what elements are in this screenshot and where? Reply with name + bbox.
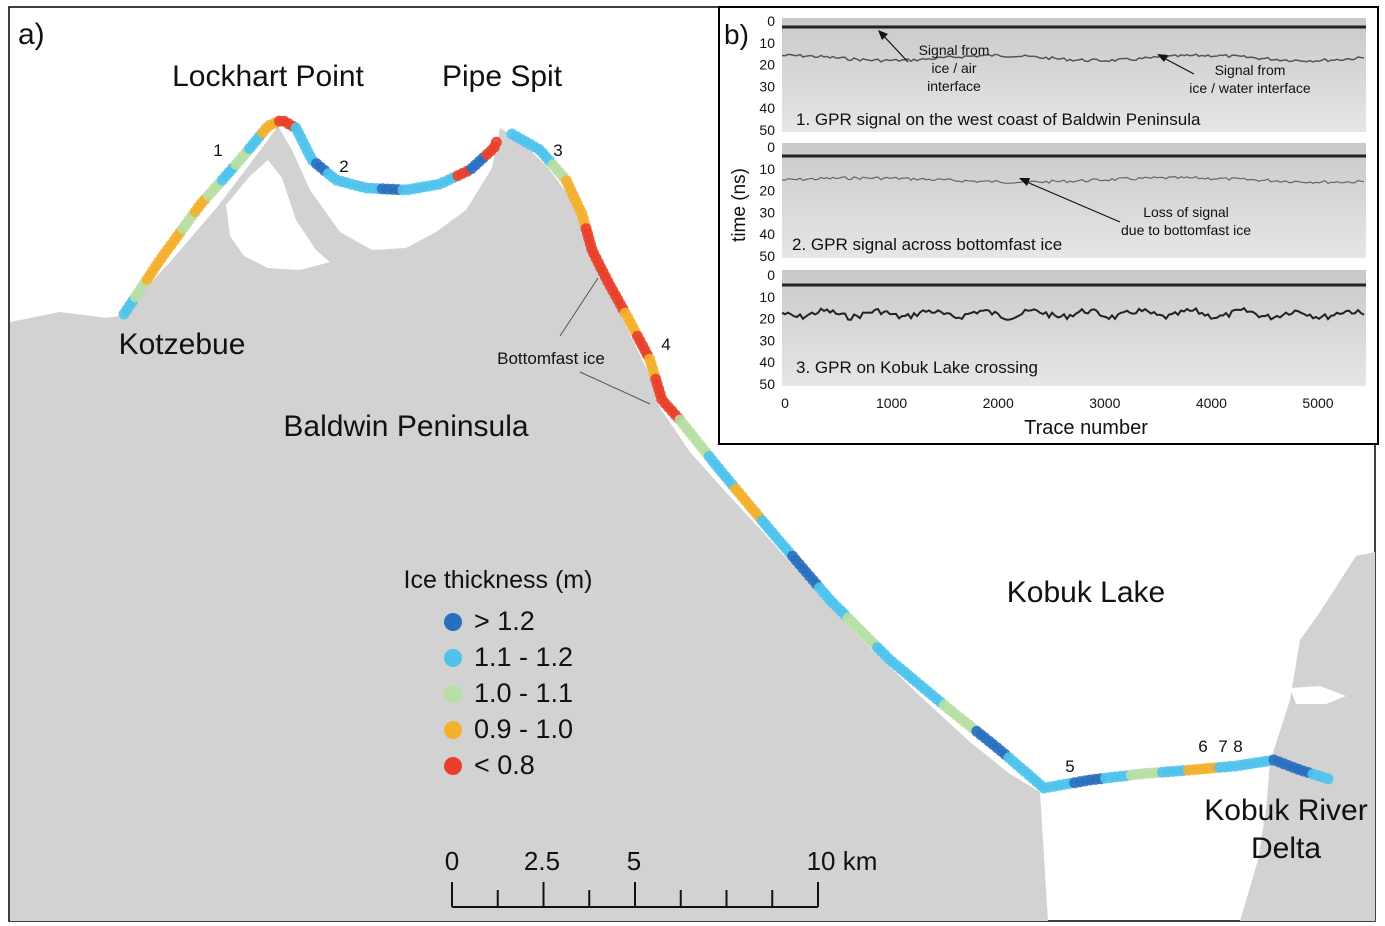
place-delta: Delta bbox=[1251, 832, 1321, 865]
note-water-2: ice / water interface bbox=[1189, 80, 1311, 96]
radargram-1-bg bbox=[782, 18, 1366, 132]
y-tick-label: 30 bbox=[759, 332, 775, 348]
x-tick-label: 3000 bbox=[1089, 395, 1120, 411]
radargram-1-water-interface bbox=[781, 53, 1365, 63]
y-tick-label: 50 bbox=[759, 376, 775, 392]
x-tick-label: 1000 bbox=[876, 395, 907, 411]
radargram-1-caption: 1. GPR signal on the west coast of Baldw… bbox=[796, 110, 1201, 129]
gpr-ylabel: time (ns) bbox=[729, 168, 750, 242]
legend-label-2: 1.1 - 1.2 bbox=[474, 642, 573, 672]
legend-label-3: 1.0 - 1.1 bbox=[474, 678, 573, 708]
y-tick-label: 0 bbox=[767, 13, 775, 29]
x-tick-label: 0 bbox=[781, 395, 789, 411]
radargram-2 bbox=[781, 143, 1366, 258]
legend: Ice thickness (m) > 1.2 1.1 - 1.2 1.0 - … bbox=[404, 566, 593, 780]
y-tick-label: 0 bbox=[767, 267, 775, 283]
scale-ticks bbox=[451, 882, 819, 907]
x-tick-label: 2000 bbox=[983, 395, 1014, 411]
note-loss-1: Loss of signal bbox=[1143, 204, 1229, 220]
legend-swatch-1 bbox=[444, 613, 462, 631]
annotation-line-lower bbox=[579, 371, 651, 405]
bottomfast-annotation: Bottomfast ice bbox=[497, 349, 605, 368]
y-tick-label: 40 bbox=[759, 100, 775, 116]
y-tick-label: 10 bbox=[759, 35, 775, 51]
y-tick-label: 40 bbox=[759, 226, 775, 242]
note-air-2: ice / air bbox=[931, 60, 976, 76]
marker-6: 6 bbox=[1198, 737, 1207, 756]
lagoon bbox=[226, 160, 330, 270]
legend-swatch-2 bbox=[444, 649, 462, 667]
note-loss-arrowhead bbox=[1019, 178, 1030, 186]
legend-label-1: > 1.2 bbox=[474, 606, 535, 636]
place-kobuk-lake: Kobuk Lake bbox=[1007, 576, 1165, 609]
track-point bbox=[490, 136, 502, 148]
y-tick-label: 10 bbox=[759, 289, 775, 305]
gpr-xlabel: Trace number bbox=[1024, 417, 1148, 439]
legend-swatch-4 bbox=[444, 721, 462, 739]
y-tick-label: 50 bbox=[759, 248, 775, 264]
x-ticks: 0 1000 2000 3000 4000 5000 bbox=[781, 395, 1334, 411]
radargram-1 bbox=[781, 18, 1366, 132]
radargram-2-water-interface bbox=[781, 175, 1365, 185]
note-air-arrowhead bbox=[878, 30, 888, 40]
y-tick-label: 20 bbox=[759, 183, 775, 199]
marker-2: 2 bbox=[339, 157, 348, 176]
radargram-2-bg bbox=[782, 143, 1366, 258]
note-water-1: Signal from bbox=[1215, 62, 1286, 78]
note-water-arrowhead bbox=[1157, 54, 1168, 62]
note-air-3: interface bbox=[927, 78, 981, 94]
legend-label-5: < 0.8 bbox=[474, 750, 535, 780]
annotation-line-upper bbox=[559, 277, 599, 337]
track-point bbox=[1322, 773, 1334, 785]
y-tick-label: 40 bbox=[759, 354, 775, 370]
y-tick-label: 30 bbox=[759, 204, 775, 220]
y-tick-label: 20 bbox=[759, 311, 775, 327]
scale-tick-0: 0 bbox=[445, 846, 459, 876]
marker-8: 8 bbox=[1233, 737, 1242, 756]
panel-b-label: b) bbox=[724, 19, 749, 50]
marker-3: 3 bbox=[553, 141, 562, 160]
radargram-3-bg bbox=[782, 270, 1366, 386]
radargram-2-caption: 2. GPR signal across bottomfast ice bbox=[792, 235, 1062, 254]
note-loss-2: due to bottomfast ice bbox=[1121, 222, 1251, 238]
legend-swatch-3 bbox=[444, 685, 462, 703]
scale-tick-2-5: 2.5 bbox=[524, 846, 560, 876]
radargram-3 bbox=[781, 270, 1366, 386]
note-loss-arrow bbox=[1021, 179, 1121, 223]
delta-channel bbox=[1290, 686, 1346, 704]
scale-tick-5: 5 bbox=[627, 846, 641, 876]
survey-track bbox=[118, 115, 1334, 794]
marker-4: 4 bbox=[661, 335, 670, 354]
y-tick-label: 30 bbox=[759, 78, 775, 94]
legend-title: Ice thickness (m) bbox=[404, 566, 593, 594]
place-kotzebue: Kotzebue bbox=[119, 328, 246, 361]
radargram-3-caption: 3. GPR on Kobuk Lake crossing bbox=[796, 358, 1038, 377]
scale-tick-10: 10 km bbox=[807, 846, 878, 876]
x-tick-label: 4000 bbox=[1196, 395, 1227, 411]
marker-1: 1 bbox=[213, 141, 222, 160]
place-baldwin-peninsula: Baldwin Peninsula bbox=[283, 410, 528, 443]
legend-swatch-5 bbox=[444, 757, 462, 775]
radargram-3-water-interface bbox=[781, 306, 1365, 321]
panel-a-label: a) bbox=[18, 18, 45, 51]
legend-label-4: 0.9 - 1.0 bbox=[474, 714, 573, 744]
place-pipe-spit: Pipe Spit bbox=[442, 60, 563, 93]
marker-5: 5 bbox=[1065, 757, 1074, 776]
land-baldwin-peninsula bbox=[10, 126, 1048, 921]
scale-bar: 0 2.5 5 10 km bbox=[445, 846, 878, 908]
marker-7: 7 bbox=[1218, 737, 1227, 756]
note-air-1: Signal from bbox=[919, 42, 990, 58]
y-tick-label: 10 bbox=[759, 161, 775, 177]
y-tick-label: 0 bbox=[767, 139, 775, 155]
y-tick-label: 20 bbox=[759, 57, 775, 73]
place-kobuk-river: Kobuk River bbox=[1204, 794, 1367, 827]
place-lockhart-point: Lockhart Point bbox=[172, 60, 364, 93]
x-tick-label: 5000 bbox=[1302, 395, 1333, 411]
land-delta bbox=[1240, 552, 1375, 921]
y-tick-label: 50 bbox=[759, 122, 775, 138]
